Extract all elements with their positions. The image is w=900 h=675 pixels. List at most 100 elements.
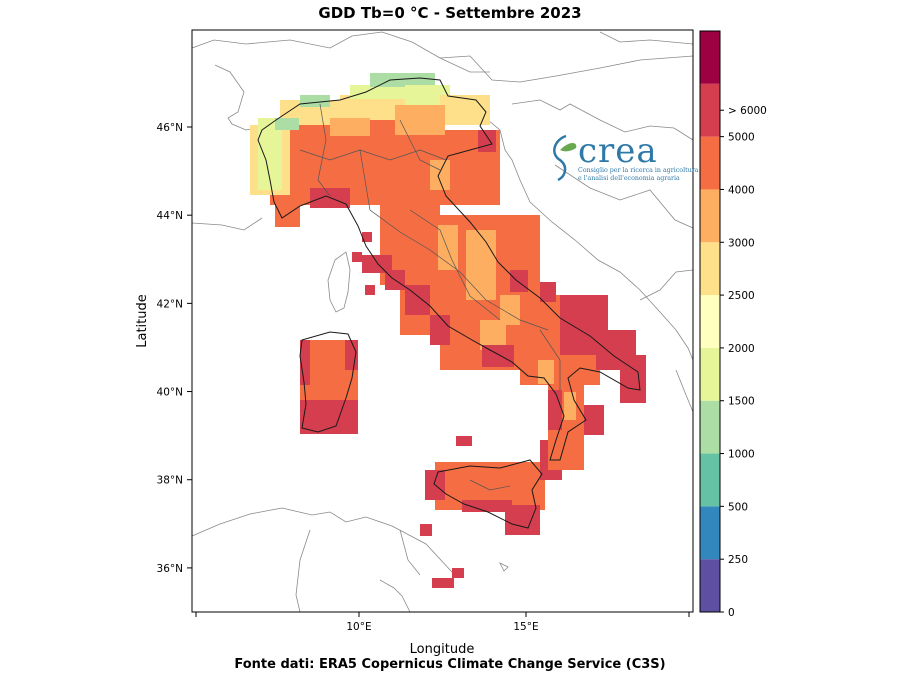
colorbar-label: 3000 [728,237,755,249]
raster-cell [275,118,299,130]
austria-border-line [439,55,694,83]
colorbar-label: > 6000 [728,105,767,117]
raster-cell [456,436,472,446]
colorbar-segment [700,295,720,348]
raster-cell [584,405,604,435]
colorbar-frame [699,30,721,613]
raster-cell [462,500,512,512]
colorbar-label: 2500 [728,290,755,302]
raster-cell [500,295,520,325]
raster-cell [478,130,496,152]
colorbar-segment [700,506,720,560]
raster-cell [300,340,310,385]
y-tick-label: 42°N [157,298,183,310]
regional-border [299,149,447,161]
raster-cell [420,524,432,536]
raster-cell [362,232,372,242]
x-tick-label: 10°E [346,621,371,633]
malta-coast [499,562,509,572]
raster-cell [405,85,450,105]
balkan-inner-border [554,164,694,229]
tunisia-coast [379,579,411,613]
raster-cell [466,230,496,300]
colorbar-segment [700,347,720,401]
sardinia-outline [299,331,357,433]
map-frame [191,29,694,613]
colorbar-segment [700,400,720,454]
colorbar-label: 2000 [728,343,755,355]
colorbar-label: 5000 [728,132,755,144]
raster-cell [370,73,435,87]
y-axis-ticks: 46°N 44°N 42°N 40°N 38°N 36°N [157,122,192,575]
colorbar-label: 0 [728,607,735,619]
map-panel: crea Consiglio per la ricerca in agricol… [191,29,699,613]
adriatic-east-coast [487,119,694,361]
colorbar: 0 250 500 1000 1500 2000 2500 3000 4000 5000 > 600… [699,30,767,619]
raster-cell [350,85,405,99]
regional-border [359,149,549,331]
colorbar-label: 250 [728,554,748,566]
crea-logo-subtitle-1: Consiglio per la ricerca in agricoltura [578,167,699,174]
raster-cell [365,285,375,295]
x-tick-label: 15°E [513,621,538,633]
albania-coast [675,369,694,413]
colorbar-segment [700,453,720,507]
raster-cell [438,225,458,270]
data-source-note: Fonte dati: ERA5 Copernicus Climate Chan… [234,657,665,672]
y-tick-label: 36°N [157,563,183,575]
peninsula-outline [257,77,641,461]
colorbar-label: 1500 [728,396,755,408]
french-riviera-coast [191,217,263,231]
y-tick-label: 40°N [157,387,183,399]
tunisia-east-coast [399,529,421,576]
map-title: GDD Tb=0 °C - Settembre 2023 [318,4,581,22]
raster-cell [564,392,576,420]
colorbar-segment [700,136,720,190]
y-tick-label: 46°N [157,122,183,134]
alpine-border-line [191,31,490,73]
raster-cell [430,315,450,345]
colorbar-segment [700,31,720,84]
raster-cell [300,400,358,434]
x-axis-ticks: 10°E 15°E [195,612,690,633]
northern-border-line [599,31,694,45]
x-axis-label: Longitude [410,642,475,657]
regional-border [539,329,561,390]
raster-cell [505,505,540,535]
raster-cell [430,160,450,190]
regional-border [317,103,331,197]
colorbar-label: 500 [728,501,748,513]
raster-cell [352,252,362,262]
coastlines [191,31,694,613]
regional-border [469,479,511,491]
raster-cell [395,105,445,135]
france-border-line [214,64,257,131]
raster-cell [345,340,358,370]
raster-cell [440,95,490,125]
raster-cell [432,578,454,588]
crea-logo: crea Consiglio per la ricerca in agricol… [553,131,699,182]
raster-cell [548,390,562,430]
y-tick-label: 38°N [157,475,183,487]
raster-cell [538,282,556,302]
y-tick-label: 44°N [157,210,183,222]
balkan-border-line [511,99,694,141]
crea-logo-wordmark: crea [578,131,658,171]
colorbar-segment [700,189,720,243]
crea-logo-swirl [553,134,567,182]
raster-cell [510,270,528,292]
crea-logo-subtitle-2: e l'analisi dell'economia agraria [578,175,680,182]
colorbar-segment [700,242,720,296]
north-africa-coast [191,507,453,573]
sicily-outline [433,459,543,529]
raster-cell [300,95,330,107]
raster-cell [330,118,370,136]
crea-logo-leaf [560,143,577,152]
raster-cell [362,255,392,273]
italy-borders [257,77,641,529]
colorbar-segment [700,83,720,137]
regional-border [409,209,501,321]
algeria-tunisia-border [295,529,311,613]
raster-cell [452,568,464,578]
